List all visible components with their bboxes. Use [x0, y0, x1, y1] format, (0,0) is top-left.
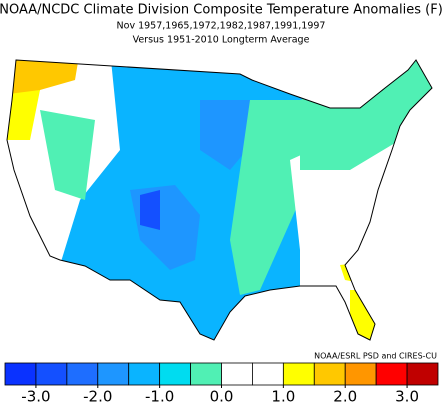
- colorbar-box: [97, 362, 130, 386]
- colorbar-box: [221, 362, 253, 386]
- title: NOAA/NCDC Climate Division Composite Tem…: [0, 3, 443, 18]
- colorbar-box: [66, 362, 99, 386]
- region: [140, 190, 160, 230]
- colorbar: -3.0 -2.0 -1.0 0.0 1.0 2.0 3.0: [4, 362, 439, 406]
- tick-label: 3.0: [395, 388, 419, 406]
- tick-label: 0.0: [210, 388, 234, 406]
- region: [350, 290, 380, 340]
- colorbar-box: [344, 362, 377, 386]
- tick-label: -3.0: [21, 388, 50, 406]
- colorbar-box: [190, 362, 222, 386]
- colorbar-box: [282, 362, 315, 386]
- region: [200, 100, 255, 170]
- subtitle: Nov 1957,1965,1972,1982,1987,1991,1997: [117, 21, 326, 32]
- tick-label: 2.0: [333, 388, 357, 406]
- colorbar-box: [159, 362, 191, 386]
- region: [300, 60, 432, 170]
- colorbar-box: [252, 362, 284, 386]
- colorbar-box: [4, 362, 37, 386]
- tick-label: 1.0: [271, 388, 295, 406]
- region: [40, 110, 95, 200]
- us-outline: [6, 59, 433, 341]
- credit: NOAA/ESRL PSD and CIRES-CU: [314, 352, 437, 361]
- colorbar-box: [406, 362, 439, 386]
- colorbar-box: [35, 362, 68, 386]
- colorbar-box: [375, 362, 408, 386]
- tick-label: -2.0: [83, 388, 112, 406]
- tick-label: -1.0: [145, 388, 174, 406]
- colorbar-box: [313, 362, 346, 386]
- baseline-note: Versus 1951-2010 Longterm Average: [133, 35, 310, 46]
- colorbar-box: [128, 362, 161, 386]
- region: [230, 100, 300, 295]
